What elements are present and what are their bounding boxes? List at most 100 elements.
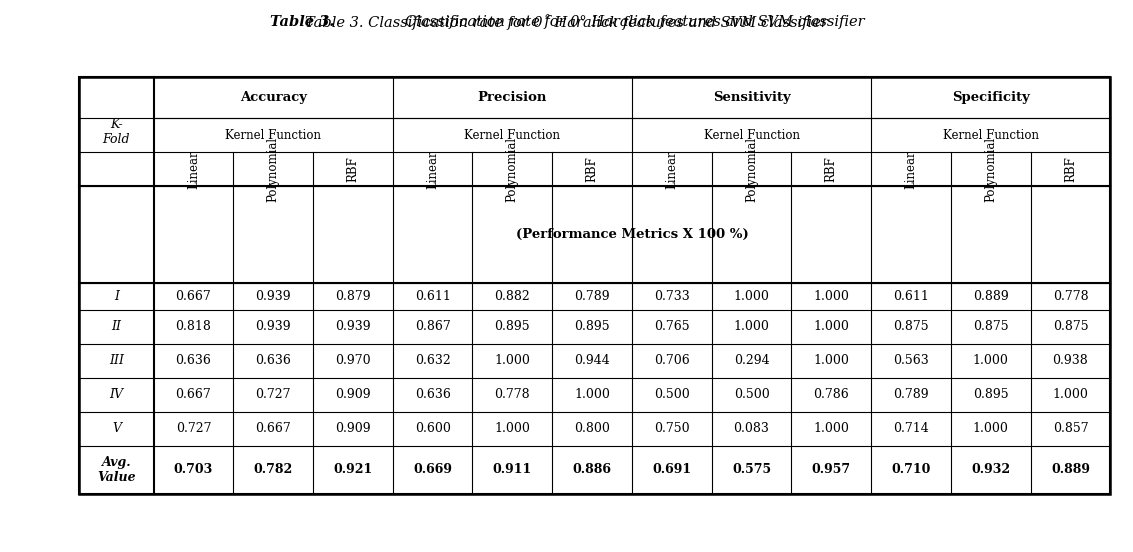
Text: 0.895: 0.895 [494,321,530,333]
Text: K-
Fold: K- Fold [103,118,130,146]
Text: 0.500: 0.500 [654,389,690,401]
Text: 1.000: 1.000 [1053,389,1089,401]
Text: 0.889: 0.889 [1051,464,1090,476]
Text: I: I [114,290,119,303]
Text: Accuracy: Accuracy [240,92,307,104]
Text: 0.932: 0.932 [971,464,1011,476]
Text: 1.000: 1.000 [813,422,850,436]
Text: 0.611: 0.611 [415,290,451,303]
Text: 0.895: 0.895 [574,321,610,333]
Text: 0.895: 0.895 [973,389,1008,401]
Text: 0.879: 0.879 [335,290,370,303]
Text: Linear: Linear [426,150,440,189]
Text: 0.632: 0.632 [415,354,451,368]
Text: 0.294: 0.294 [734,354,769,368]
Text: 0.500: 0.500 [734,389,769,401]
Text: Linear: Linear [187,150,199,189]
Text: 0.636: 0.636 [415,389,451,401]
Text: 1.000: 1.000 [574,389,610,401]
Text: 0.691: 0.691 [653,464,691,476]
Text: RBF: RBF [347,156,359,182]
Text: 0.714: 0.714 [893,422,929,436]
Text: 0.611: 0.611 [893,290,929,303]
Text: 0.867: 0.867 [415,321,451,333]
Text: III: III [109,354,123,368]
Text: RBF: RBF [825,156,837,182]
Text: 1.000: 1.000 [733,290,769,303]
Text: Polynomial: Polynomial [985,137,997,202]
Text: Avg.
Value: Avg. Value [97,456,136,484]
Text: Linear: Linear [904,150,918,189]
Text: 0.818: 0.818 [176,321,212,333]
Text: 0.875: 0.875 [1053,321,1089,333]
Text: 0.669: 0.669 [414,464,452,476]
Text: Polynomial: Polynomial [505,137,519,202]
Text: 1.000: 1.000 [813,321,850,333]
Text: 0.727: 0.727 [255,389,291,401]
Text: V: V [112,422,121,436]
Text: 0.733: 0.733 [654,290,690,303]
Text: IV: IV [110,389,123,401]
Text: 1.000: 1.000 [973,422,1008,436]
Text: 0.939: 0.939 [335,321,370,333]
Text: 0.921: 0.921 [333,464,373,476]
Text: Kernel Function: Kernel Function [225,129,321,142]
Text: 1.000: 1.000 [813,290,850,303]
Text: 1.000: 1.000 [494,422,530,436]
Text: Polynomial: Polynomial [266,137,280,202]
Text: 0.886: 0.886 [572,464,612,476]
Text: 0.778: 0.778 [494,389,530,401]
Text: 0.786: 0.786 [813,389,849,401]
Text: 0.703: 0.703 [173,464,213,476]
Text: II: II [111,321,121,333]
Text: 0.789: 0.789 [574,290,610,303]
Text: 0.636: 0.636 [176,354,212,368]
Text: 1.000: 1.000 [733,321,769,333]
Text: 0.727: 0.727 [176,422,211,436]
Text: 0.667: 0.667 [176,389,211,401]
Text: 0.765: 0.765 [654,321,690,333]
Text: 0.911: 0.911 [493,464,533,476]
Text: 0.939: 0.939 [255,290,291,303]
Text: Precision: Precision [478,92,547,104]
Text: 0.970: 0.970 [335,354,370,368]
Text: Kernel Function: Kernel Function [943,129,1039,142]
Text: Sensitivity: Sensitivity [713,92,791,104]
Text: 0.889: 0.889 [973,290,1008,303]
Text: 0.909: 0.909 [335,422,370,436]
Text: 0.875: 0.875 [973,321,1008,333]
Text: 0.782: 0.782 [254,464,292,476]
Text: 0.875: 0.875 [893,321,929,333]
Text: 1.000: 1.000 [973,354,1008,368]
Text: 1.000: 1.000 [494,354,530,368]
Text: 0.857: 0.857 [1053,422,1089,436]
Text: 0.563: 0.563 [893,354,929,368]
Text: Kernel Function: Kernel Function [704,129,800,142]
Text: Table 3. Classification rate for 0˚ Haralick features and SVM classifier: Table 3. Classification rate for 0˚ Hara… [305,14,828,30]
Text: 0.600: 0.600 [415,422,451,436]
Text: 0.944: 0.944 [574,354,610,368]
Text: 0.938: 0.938 [1053,354,1089,368]
Text: 0.636: 0.636 [255,354,291,368]
Text: 0.083: 0.083 [733,422,769,436]
Text: Table 3.: Table 3. [271,15,334,29]
Text: 0.750: 0.750 [654,422,690,436]
Text: 0.882: 0.882 [494,290,530,303]
Text: Linear: Linear [665,150,679,189]
Text: Kernel Function: Kernel Function [465,129,561,142]
Text: 0.909: 0.909 [335,389,370,401]
Text: 0.957: 0.957 [811,464,851,476]
Text: 0.939: 0.939 [255,321,291,333]
Text: 0.778: 0.778 [1053,290,1089,303]
Text: 0.789: 0.789 [893,389,929,401]
Text: 1.000: 1.000 [813,354,850,368]
Text: 0.800: 0.800 [574,422,610,436]
Text: Polynomial: Polynomial [746,137,758,202]
Text: 0.710: 0.710 [892,464,930,476]
Text: RBF: RBF [586,156,598,182]
Text: 0.706: 0.706 [654,354,690,368]
Text: 0.667: 0.667 [255,422,291,436]
Text: 0.575: 0.575 [732,464,772,476]
Text: RBF: RBF [1064,156,1077,182]
Text: 0.667: 0.667 [176,290,211,303]
